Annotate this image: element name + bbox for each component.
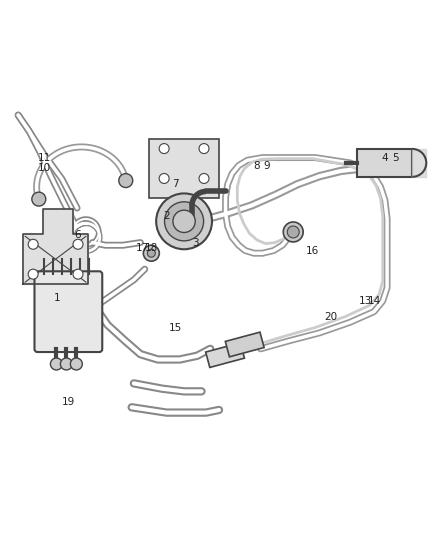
Text: 10: 10 bbox=[38, 163, 51, 173]
Circle shape bbox=[143, 245, 159, 261]
Bar bbox=[206, 343, 244, 367]
Text: 11: 11 bbox=[38, 152, 51, 163]
Text: 5: 5 bbox=[392, 152, 399, 163]
Circle shape bbox=[156, 193, 212, 249]
Text: 13: 13 bbox=[359, 296, 372, 306]
Bar bbox=[149, 139, 219, 198]
Circle shape bbox=[165, 202, 204, 241]
Circle shape bbox=[50, 358, 62, 370]
Circle shape bbox=[199, 173, 209, 183]
Text: 16: 16 bbox=[306, 246, 319, 255]
Circle shape bbox=[73, 239, 83, 249]
Text: 15: 15 bbox=[169, 322, 182, 333]
Circle shape bbox=[287, 226, 299, 238]
Bar bbox=[225, 332, 264, 357]
Circle shape bbox=[119, 174, 133, 188]
Circle shape bbox=[159, 173, 169, 183]
Circle shape bbox=[32, 192, 46, 206]
Circle shape bbox=[199, 143, 209, 154]
FancyBboxPatch shape bbox=[35, 271, 102, 352]
Circle shape bbox=[71, 358, 82, 370]
Circle shape bbox=[147, 249, 155, 257]
Bar bbox=[357, 149, 412, 177]
Text: 14: 14 bbox=[367, 296, 381, 306]
Circle shape bbox=[283, 222, 303, 242]
Text: 6: 6 bbox=[74, 230, 81, 240]
Circle shape bbox=[28, 239, 38, 249]
Text: 4: 4 bbox=[381, 152, 388, 163]
Circle shape bbox=[73, 269, 83, 279]
Text: 7: 7 bbox=[172, 179, 179, 189]
Circle shape bbox=[159, 143, 169, 154]
Text: 9: 9 bbox=[264, 160, 270, 171]
Text: 18: 18 bbox=[145, 243, 158, 253]
Text: 8: 8 bbox=[253, 160, 259, 171]
Text: 2: 2 bbox=[163, 211, 170, 221]
Text: 3: 3 bbox=[192, 238, 198, 248]
Text: 17: 17 bbox=[136, 243, 149, 253]
Text: 1: 1 bbox=[54, 293, 61, 303]
Circle shape bbox=[173, 210, 195, 232]
Circle shape bbox=[28, 269, 38, 279]
Polygon shape bbox=[23, 209, 88, 284]
Text: 20: 20 bbox=[324, 312, 337, 322]
Circle shape bbox=[60, 358, 72, 370]
Text: 19: 19 bbox=[62, 397, 75, 407]
